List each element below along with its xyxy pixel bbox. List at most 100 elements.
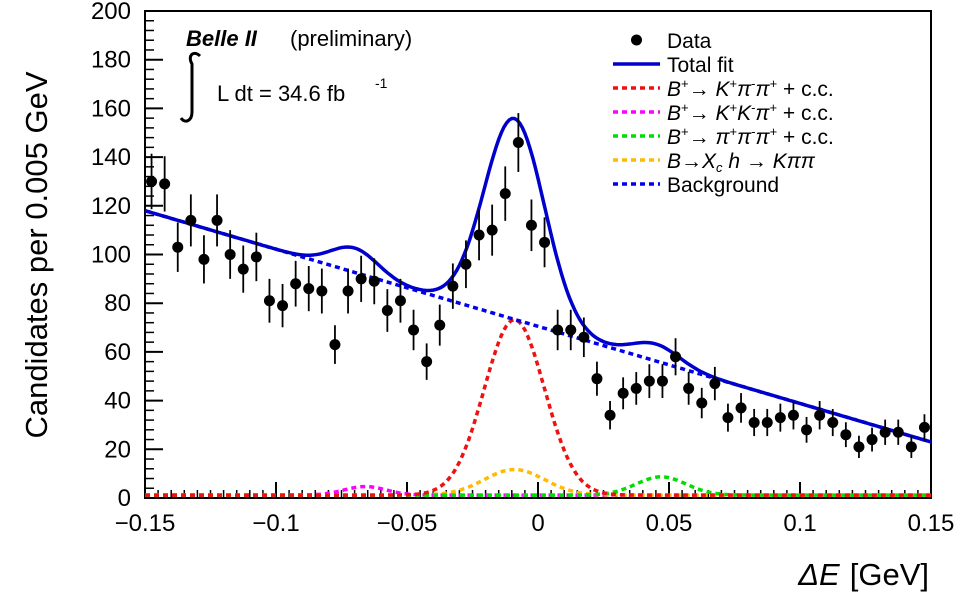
data-point bbox=[172, 241, 184, 253]
data-point bbox=[801, 424, 813, 436]
data-point bbox=[434, 319, 446, 331]
data-point bbox=[604, 409, 616, 421]
integral-sign-icon bbox=[179, 51, 202, 123]
y-tick-label: 100 bbox=[91, 242, 131, 269]
y-tick-label: 0 bbox=[118, 485, 131, 512]
y-tick-label: 120 bbox=[91, 193, 131, 220]
legend-item: B+→ K+K-π+ + c.c. bbox=[613, 100, 834, 125]
data-point bbox=[617, 387, 629, 399]
legend-item: Total fit bbox=[613, 54, 734, 77]
data-point bbox=[473, 229, 485, 241]
data-point bbox=[552, 324, 564, 336]
data-point bbox=[787, 409, 799, 421]
data-point bbox=[656, 375, 668, 387]
x-tick-label: −0.05 bbox=[377, 510, 438, 537]
data-point bbox=[722, 412, 734, 424]
data-point bbox=[329, 339, 341, 351]
legend-item: B+→ π+π-π+ + c.c. bbox=[613, 124, 834, 149]
x-tick-label: −0.1 bbox=[252, 510, 299, 537]
legend-label: Data bbox=[667, 30, 712, 53]
fit-curves bbox=[144, 116, 932, 497]
data-point bbox=[303, 283, 315, 295]
data-point bbox=[525, 219, 537, 231]
data-point bbox=[486, 224, 498, 236]
data-point bbox=[643, 375, 655, 387]
data-point bbox=[630, 382, 642, 394]
data-point bbox=[539, 236, 551, 248]
legend-marker bbox=[631, 34, 642, 46]
data-point bbox=[316, 285, 328, 297]
data-point bbox=[290, 278, 302, 290]
y-tick-label: 60 bbox=[104, 339, 131, 366]
data-point bbox=[774, 412, 786, 424]
data-point bbox=[683, 382, 695, 394]
data-point bbox=[853, 441, 865, 453]
data-point bbox=[447, 280, 459, 292]
data-point bbox=[224, 249, 236, 260]
data-point bbox=[263, 295, 275, 307]
y-tick-label: 200 bbox=[91, 0, 131, 25]
data-point bbox=[237, 263, 249, 275]
data-point bbox=[250, 251, 262, 263]
data-point bbox=[408, 324, 420, 336]
data-point bbox=[591, 373, 603, 385]
data-point bbox=[211, 214, 223, 226]
data-point bbox=[735, 402, 747, 414]
data-point bbox=[368, 275, 380, 287]
data-point bbox=[879, 426, 891, 438]
data-point bbox=[499, 188, 511, 200]
data-point bbox=[277, 300, 289, 312]
legend-item: B→Xc h → Kππ bbox=[613, 150, 816, 175]
data-point bbox=[185, 214, 197, 226]
data-point bbox=[578, 331, 590, 343]
status-label: (preliminary) bbox=[290, 26, 412, 51]
data-point bbox=[381, 305, 393, 317]
data-point bbox=[748, 417, 760, 429]
data-point bbox=[421, 356, 433, 368]
data-point bbox=[342, 285, 354, 297]
luminosity-label: L dt = 34.6 fb bbox=[217, 81, 345, 106]
data-point bbox=[696, 397, 708, 409]
data-point bbox=[918, 421, 930, 433]
data-point bbox=[565, 324, 577, 336]
kpipi-curve bbox=[145, 318, 931, 497]
data-point bbox=[892, 426, 904, 438]
data-point bbox=[512, 136, 524, 148]
legend-label: Background bbox=[667, 174, 779, 197]
y-tick-label: 80 bbox=[104, 290, 131, 317]
experiment-label: Belle II bbox=[186, 26, 258, 51]
legend-item: Data bbox=[631, 30, 712, 53]
data-point bbox=[905, 441, 917, 453]
total-fit-curve bbox=[144, 116, 932, 444]
x-axis-symbol: ΔE bbox=[797, 557, 840, 592]
data-point bbox=[814, 409, 826, 421]
legend-label: B+→ K+K-π+ + c.c. bbox=[667, 100, 834, 125]
x-tick-label: 0.1 bbox=[783, 510, 816, 537]
legend-label: B+→ π+π-π+ + c.c. bbox=[667, 124, 834, 149]
data-point bbox=[460, 258, 472, 270]
legend-item: B+→ K+π-π+ + c.c. bbox=[613, 76, 834, 101]
data-point bbox=[761, 417, 773, 429]
y-tick-label: 20 bbox=[104, 436, 131, 463]
legend-label: B→Xc h → Kππ bbox=[667, 150, 816, 175]
data-point bbox=[159, 178, 171, 190]
data-point bbox=[709, 378, 721, 390]
data-point bbox=[355, 273, 367, 285]
legend-label: B+→ K+π-π+ + c.c. bbox=[667, 76, 834, 101]
data-point bbox=[866, 434, 878, 446]
data-point bbox=[198, 253, 210, 265]
x-axis-unit: [GeV] bbox=[850, 557, 929, 592]
x-axis-title: ΔE [GeV] bbox=[797, 557, 929, 592]
x-tick-label: 0 bbox=[531, 510, 544, 537]
y-tick-label: 160 bbox=[91, 95, 131, 122]
y-axis-ticks: 0 20 40 60 80 100 120 140 160 180 200 bbox=[91, 0, 163, 512]
data-points bbox=[146, 113, 930, 459]
luminosity-exponent: -1 bbox=[375, 75, 388, 91]
data-point bbox=[840, 429, 852, 441]
data-point bbox=[394, 295, 406, 307]
x-tick-label: −0.15 bbox=[115, 510, 176, 537]
data-point bbox=[827, 417, 839, 429]
data-point bbox=[670, 351, 682, 363]
